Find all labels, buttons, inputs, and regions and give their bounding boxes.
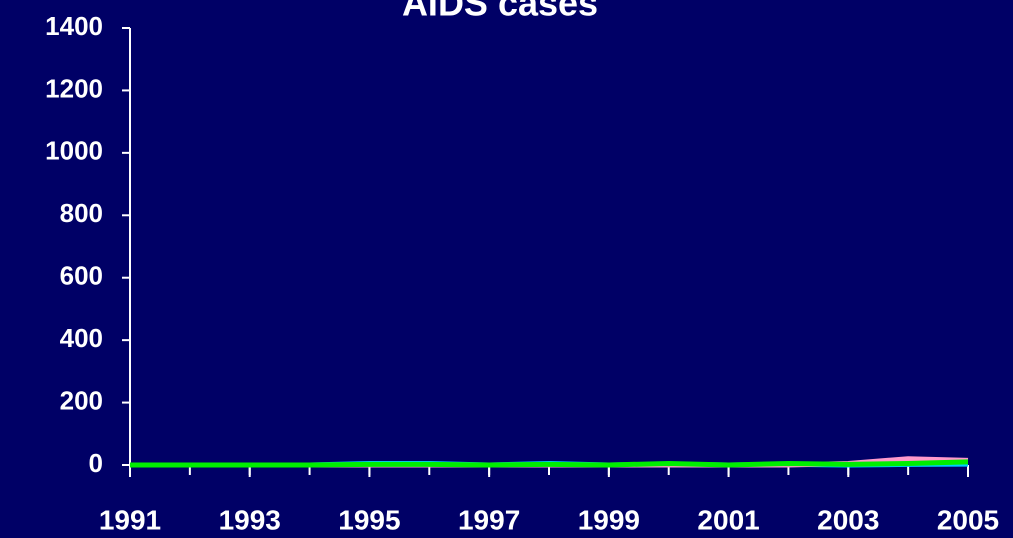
- y-tick-label: 400: [60, 323, 103, 353]
- x-tick-label: 1999: [578, 504, 640, 535]
- y-tick-label: 0: [89, 448, 103, 478]
- x-tick-label: 2001: [697, 504, 759, 535]
- y-tick-label: 600: [60, 261, 103, 291]
- x-tick-label: 1997: [458, 504, 520, 535]
- x-tick-label: 1995: [338, 504, 400, 535]
- y-tick-label: 800: [60, 198, 103, 228]
- chart-title: AIDS cases: [402, 0, 598, 24]
- y-tick-label: 1400: [45, 11, 103, 41]
- x-tick-label: 1993: [219, 504, 281, 535]
- y-tick-label: 200: [60, 385, 103, 415]
- y-tick-label: 1200: [45, 73, 103, 103]
- x-tick-label: 2003: [817, 504, 879, 535]
- y-tick-label: 1000: [45, 136, 103, 166]
- x-tick-label: 2005: [937, 504, 999, 535]
- series-line: [130, 459, 969, 468]
- x-tick-label: 1991: [99, 504, 161, 535]
